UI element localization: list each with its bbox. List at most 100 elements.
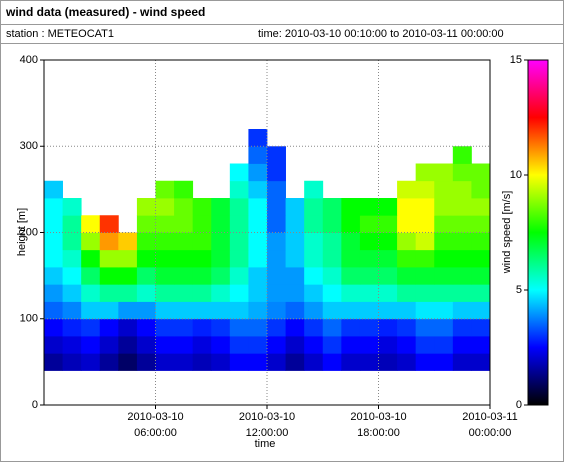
heatmap-cell [229,163,249,182]
heatmap-cell [118,284,138,302]
heatmap-cell [44,301,63,320]
heatmap-cell [359,232,379,251]
heatmap-cell [267,284,286,302]
heatmap-cell [322,267,342,285]
heatmap-cell [415,180,435,199]
heatmap-cell [62,198,82,216]
heatmap-cell [341,353,361,371]
heatmap-cell [378,353,398,371]
heatmap-cell [248,284,268,302]
heatmap-cell [248,232,268,251]
heatmap-cell [267,198,286,216]
heatmap-cell [397,180,417,199]
heatmap-cell [81,353,101,371]
y-tick-label: 0 [32,399,38,411]
heatmap-cell [471,267,491,285]
heatmap-cell [99,353,119,371]
heatmap-cell [155,336,175,354]
x-axis-label: time [255,438,276,450]
period: time: 2010-03-10 00:10:00 to 2010-03-11 … [258,28,504,40]
heatmap-cell [99,301,119,320]
heatmap-cell [359,336,379,354]
y-tick-label: 400 [20,54,38,66]
heatmap-cell [341,284,361,302]
colorbar [527,59,549,406]
heatmap-cell [192,267,212,285]
heatmap-cell [397,232,417,251]
heatmap-cell [267,336,286,354]
heatmap-cell [471,180,491,199]
heatmap-cell [211,232,231,251]
heatmap-cell [452,267,472,285]
heatmap-cell [397,267,417,285]
heatmap-cell [44,267,63,285]
heatmap-cell [285,198,305,216]
heatmap-cell [304,180,324,199]
heatmap-cell [44,318,63,337]
heatmap-cell [118,318,138,337]
heatmap-cell [118,336,138,354]
heatmap-cell [304,198,324,216]
heatmap-cell [81,232,101,251]
heatmap-cell [192,336,212,354]
heatmap-cell [267,215,286,233]
heatmap-cell [192,353,212,371]
heatmap-cell [81,215,101,233]
heatmap-cell [248,198,268,216]
colorbar-tick-label: 15 [510,54,522,66]
heatmap-cell [285,301,305,320]
heatmap-cell [322,284,342,302]
heatmap-cell [415,318,435,337]
heatmap-cell [322,301,342,320]
heatmap-cell [378,284,398,302]
heatmap-cell [248,129,268,147]
heatmap-cell [452,336,472,354]
heatmap-cell [397,353,417,371]
heatmap-cell [155,232,175,251]
heatmap-cell [452,180,472,199]
heatmap-cell [359,353,379,371]
heatmap-cell [341,301,361,320]
heatmap-cell [211,353,231,371]
heatmap-cell [378,232,398,251]
heatmap-cell [415,232,435,251]
heatmap-cell [62,249,82,268]
heatmap-cell [471,249,491,268]
heatmap-cell [136,232,156,251]
heatmap-cell [118,353,138,371]
heatmap-cell [378,301,398,320]
heatmap-cell [192,215,212,233]
heatmap-cell [304,301,324,320]
heatmap-cell [99,215,119,233]
heatmap-cell [192,284,212,302]
heatmap-cell [211,336,231,354]
heatmap-cell [304,249,324,268]
heatmap-cell [192,249,212,268]
heatmap-cell [452,249,472,268]
x-tick-label: 2010-03-10 06:00:00 [127,411,183,439]
heatmap-cell [415,336,435,354]
heatmap-cell [285,284,305,302]
heatmap-cell [452,232,472,251]
heatmap-cell [174,318,194,337]
heatmap-cell [211,267,231,285]
heatmap-cell [44,198,63,216]
heatmap-cell [62,215,82,233]
heatmap-cell [285,249,305,268]
plot-border [43,59,491,406]
heatmap-cell [118,249,138,268]
heatmap-cell [341,198,361,216]
heatmap-cell [44,336,63,354]
heatmap-cell [99,232,119,251]
heatmap-cell [452,163,472,182]
heatmap-cell [434,284,454,302]
heatmap-cell [434,198,454,216]
heatmap-cell [248,267,268,285]
heatmap-cell [452,301,472,320]
heatmap-cell [415,249,435,268]
heatmap-cell [99,284,119,302]
heatmap-cell [155,198,175,216]
heatmap-cell [155,318,175,337]
heatmap-cell [267,232,286,251]
heatmap-cell [267,163,286,182]
